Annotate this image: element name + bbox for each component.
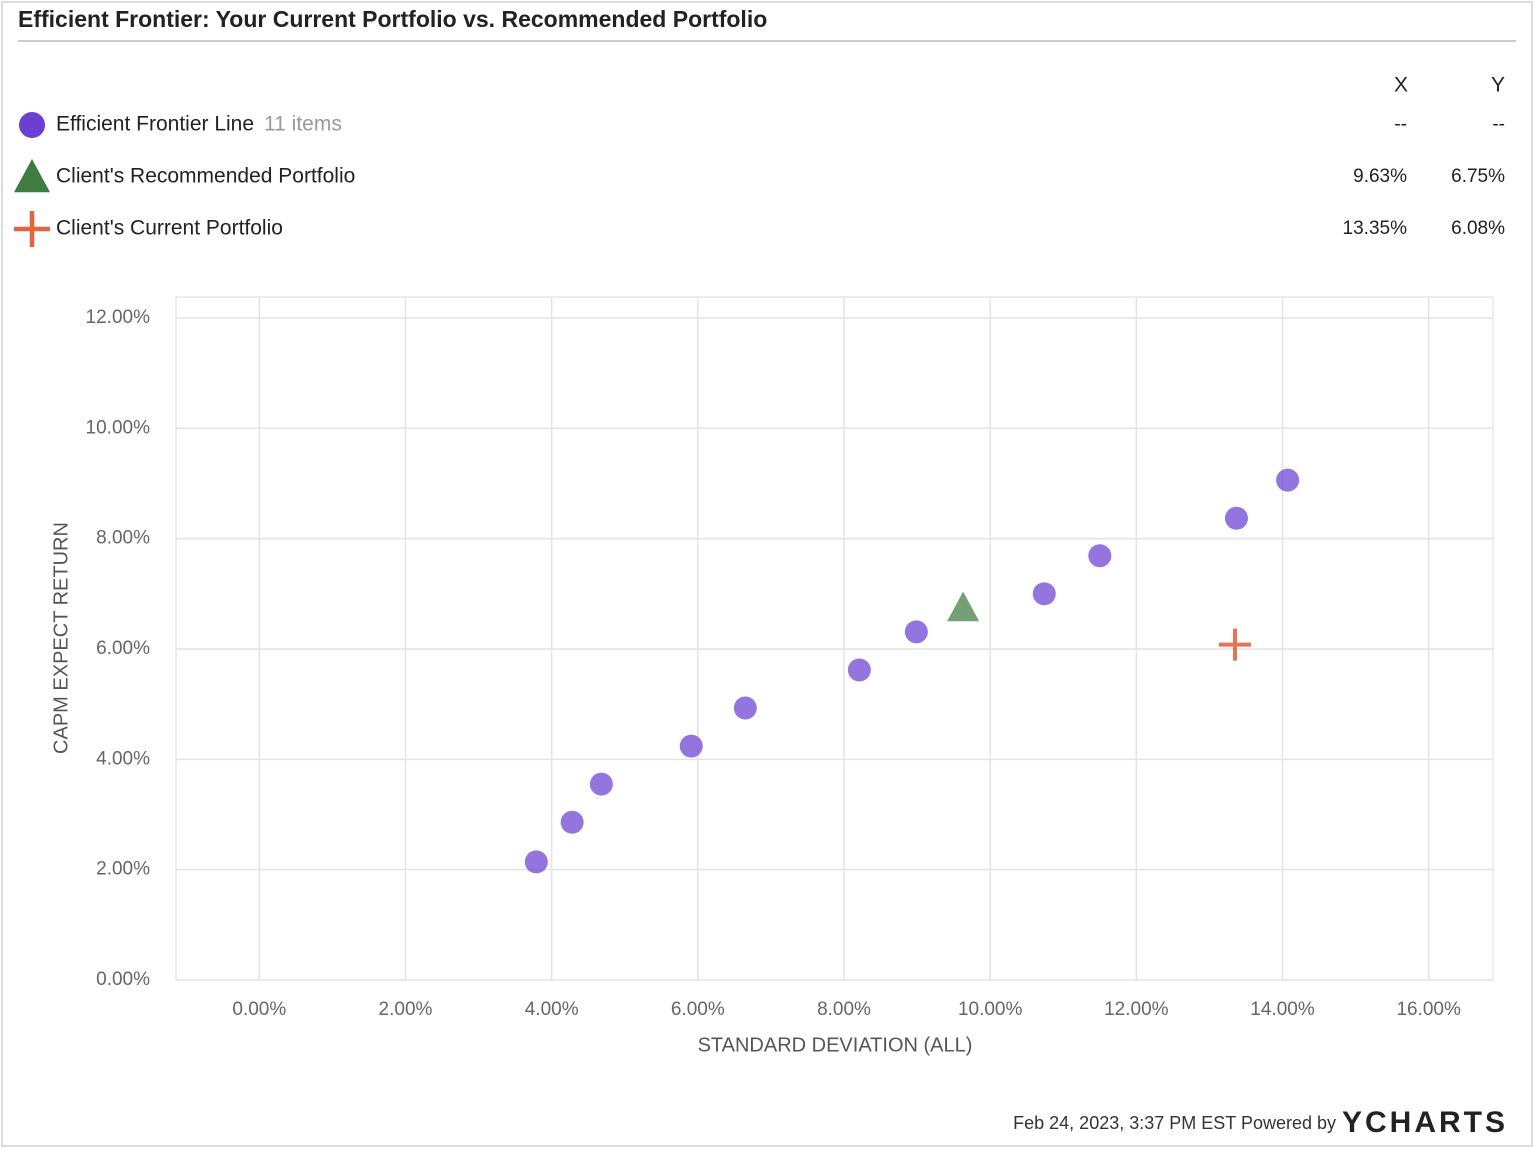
y-tick-label: 4.00% <box>96 748 150 769</box>
legend-icon <box>14 159 50 193</box>
point <box>1219 628 1252 661</box>
y-tick-label: 0.00% <box>96 969 150 990</box>
x-tick-label: 16.00% <box>1396 999 1461 1020</box>
y-tick-label: 8.00% <box>96 528 150 549</box>
y-tick-label: 10.00% <box>86 417 151 438</box>
point <box>560 810 584 834</box>
x-tick-label: 10.00% <box>958 999 1023 1020</box>
legend-col-header: Y <box>1491 74 1505 97</box>
y-axis-title: CAPM EXPECT RETURN <box>50 522 72 754</box>
legend-y-value: 6.08% <box>1451 218 1505 239</box>
point <box>524 850 548 874</box>
legend-count: 11 items <box>264 113 342 136</box>
x-tick-label: 2.00% <box>379 999 433 1020</box>
legend-icon <box>19 112 45 138</box>
x-tick-label: 0.00% <box>232 999 286 1020</box>
point <box>947 591 980 622</box>
legend-label: Client's Current Portfolio <box>56 217 283 240</box>
point <box>679 734 703 758</box>
x-tick-label: 8.00% <box>817 999 871 1020</box>
x-tick-label: 6.00% <box>671 999 725 1020</box>
footer: Feb 24, 2023, 3:37 PM EST Powered by <box>1013 1113 1336 1133</box>
legend-x-value: -- <box>1394 114 1407 135</box>
legend-x-value: 13.35% <box>1343 218 1408 239</box>
point <box>589 772 613 796</box>
point <box>1276 468 1300 492</box>
point <box>1032 582 1056 606</box>
chart-title: Efficient Frontier: Your Current Portfol… <box>18 6 767 32</box>
x-tick-label: 14.00% <box>1250 999 1315 1020</box>
y-tick-label: 12.00% <box>86 307 151 328</box>
x-axis-title: STANDARD DEVIATION (ALL) <box>698 1034 973 1056</box>
x-tick-label: 4.00% <box>525 999 579 1020</box>
legend-icon <box>14 211 50 247</box>
y-tick-label: 6.00% <box>96 638 150 659</box>
brand-logo: YCHARTS <box>1342 1106 1508 1139</box>
legend-col-header: X <box>1394 74 1408 97</box>
point <box>733 696 757 720</box>
point <box>1224 506 1248 530</box>
legend-label: Efficient Frontier Line <box>56 113 254 136</box>
point <box>847 658 871 682</box>
x-tick-label: 12.00% <box>1104 999 1169 1020</box>
y-tick-label: 2.00% <box>96 859 150 880</box>
legend-label: Client's Recommended Portfolio <box>56 165 355 188</box>
legend-y-value: 6.75% <box>1451 166 1505 187</box>
point <box>904 620 928 644</box>
plot-area <box>175 296 1494 981</box>
legend-x-value: 9.63% <box>1353 166 1407 187</box>
legend-y-value: -- <box>1492 114 1505 135</box>
point <box>1088 544 1112 568</box>
